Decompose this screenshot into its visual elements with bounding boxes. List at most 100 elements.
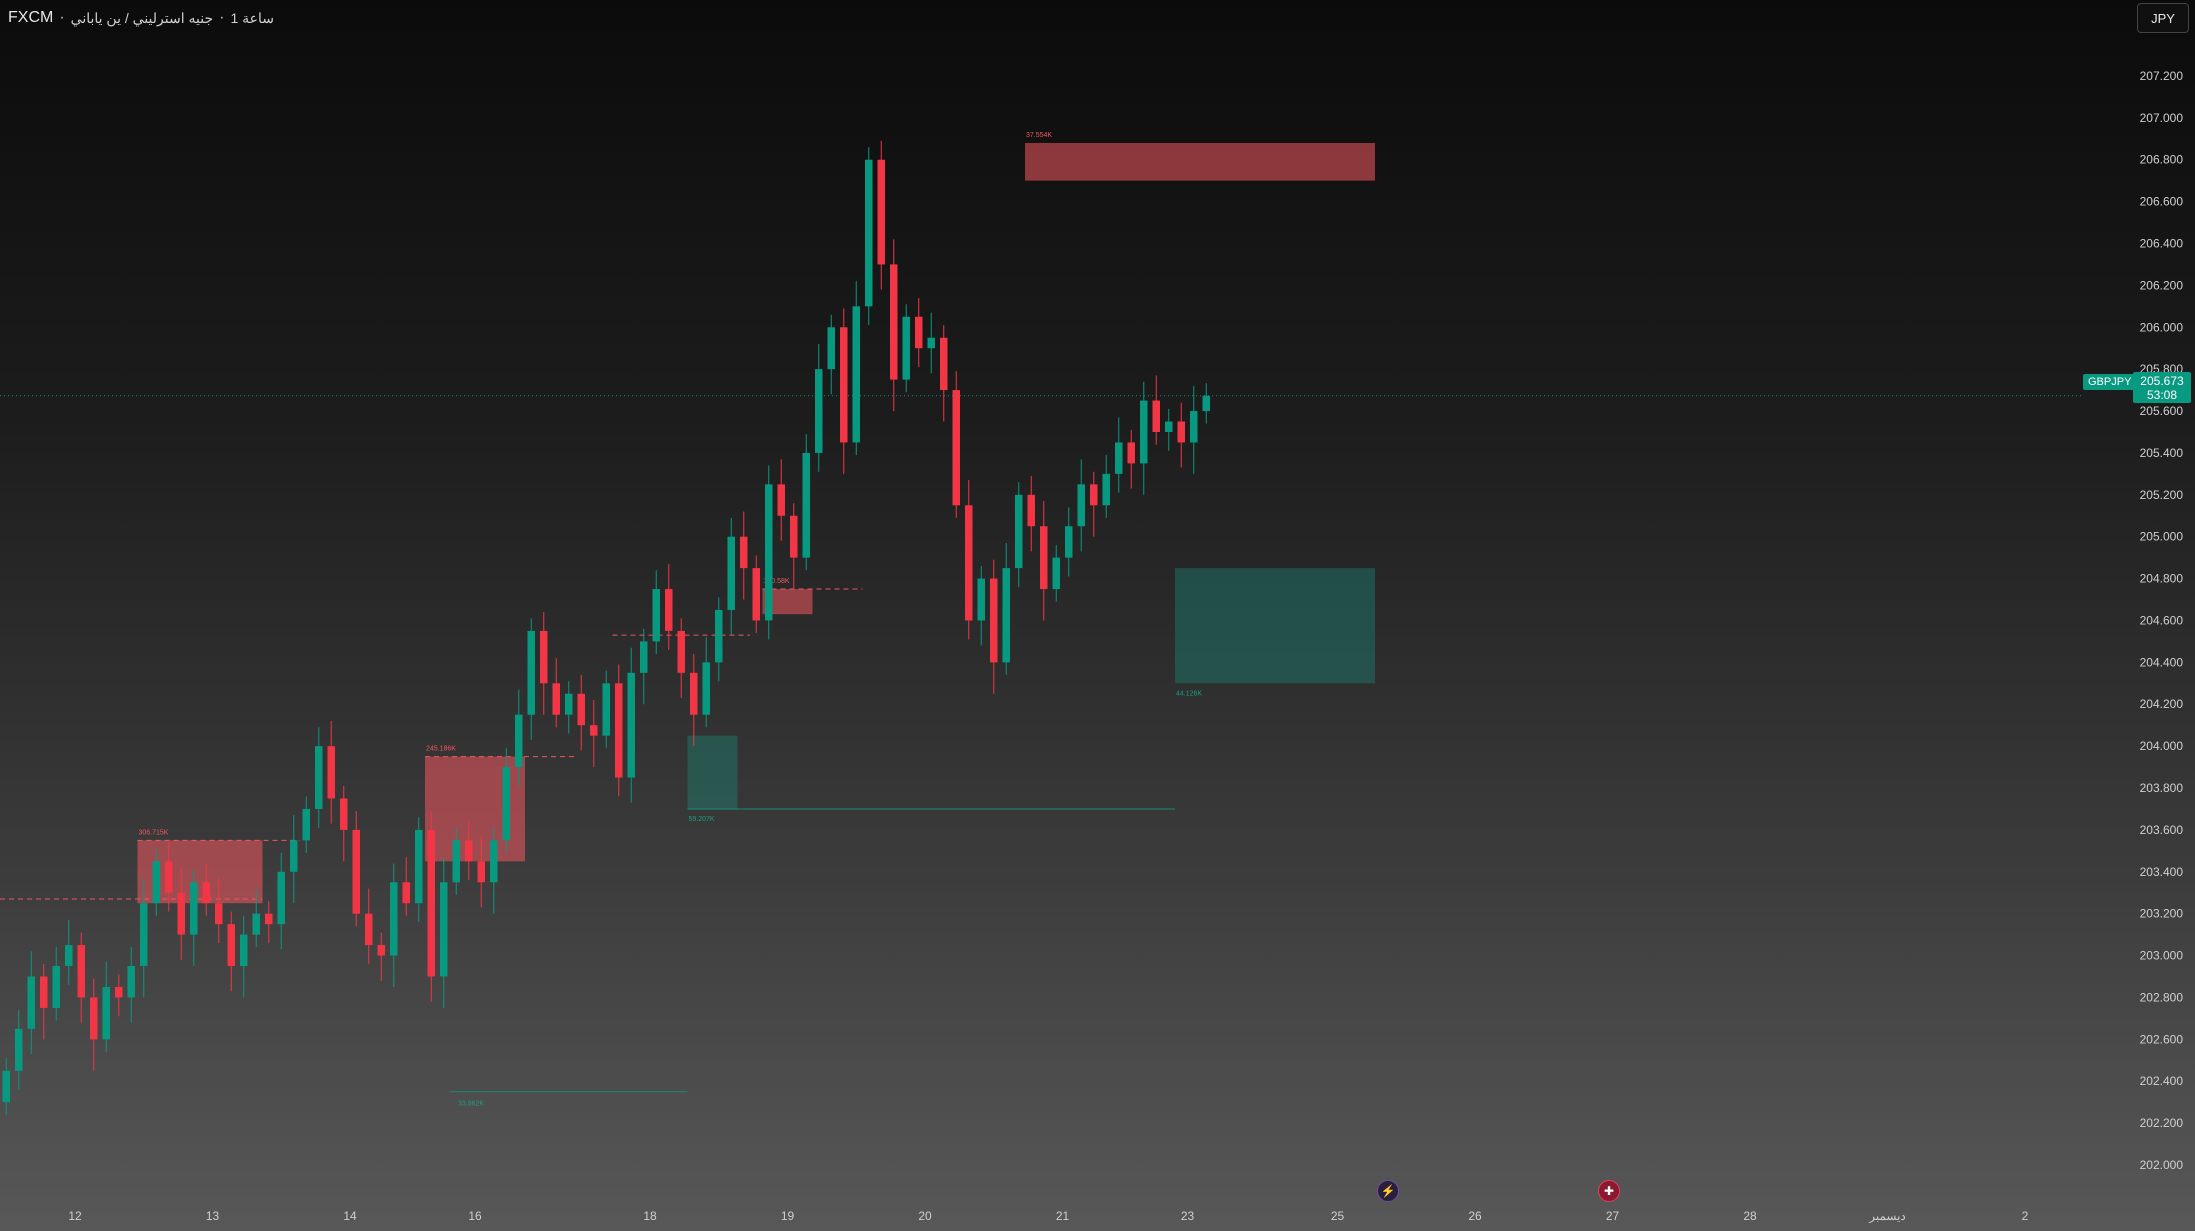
candle-body bbox=[965, 505, 973, 621]
x-tick-label: 25 bbox=[1331, 1209, 1345, 1223]
candle-body bbox=[1177, 421, 1185, 443]
supply-zone-label: 245.186K bbox=[426, 746, 456, 753]
x-tick-label: 26 bbox=[1468, 1209, 1482, 1223]
y-tick-label: 206.800 bbox=[2140, 153, 2184, 167]
x-tick-label: 12 bbox=[68, 1209, 82, 1223]
candle-body bbox=[1015, 494, 1023, 569]
candle-body bbox=[590, 725, 598, 736]
y-tick-label: 203.800 bbox=[2140, 781, 2184, 795]
candle-body bbox=[302, 808, 310, 841]
x-tick-label: 16 bbox=[468, 1209, 482, 1223]
y-tick-label: 206.200 bbox=[2140, 278, 2184, 292]
y-tick-label: 205.400 bbox=[2140, 446, 2184, 460]
x-tick-label: 23 bbox=[1181, 1209, 1195, 1223]
demand-zone-label: 59.207K bbox=[689, 816, 715, 823]
candle-body bbox=[1165, 421, 1173, 432]
demand-zone-label: 44.126K bbox=[1176, 690, 1202, 697]
candle-body bbox=[927, 337, 935, 349]
y-tick-label: 206.000 bbox=[2140, 320, 2184, 334]
candle-body bbox=[752, 568, 760, 621]
candle-body bbox=[952, 390, 960, 506]
candle-body bbox=[677, 630, 685, 673]
candle-body bbox=[690, 672, 698, 715]
candle-body bbox=[77, 945, 85, 998]
candle-body bbox=[1190, 411, 1198, 443]
candle-body bbox=[102, 986, 110, 1040]
candle-body bbox=[540, 630, 548, 684]
candle-body bbox=[1065, 526, 1073, 558]
candle-body bbox=[865, 159, 873, 307]
symbol-price-tag: GBPJPY bbox=[2083, 374, 2137, 390]
candle-body bbox=[240, 934, 248, 967]
candle-body bbox=[765, 484, 773, 621]
candle-body bbox=[990, 578, 998, 663]
candle-body bbox=[827, 327, 835, 370]
y-tick-label: 205.000 bbox=[2140, 530, 2184, 544]
y-tick-label: 204.000 bbox=[2140, 739, 2184, 753]
candle-body bbox=[1102, 473, 1110, 506]
x-tick-label: 21 bbox=[1056, 1209, 1070, 1223]
candle-body bbox=[790, 515, 798, 558]
symbol-title[interactable]: FXCM · جنيه استرليني / ين ياباني · 1 ساع… bbox=[8, 9, 274, 27]
title-separator-2: · bbox=[219, 9, 225, 26]
candle-body bbox=[552, 683, 560, 715]
candle-body bbox=[727, 536, 735, 610]
y-tick-label: 204.800 bbox=[2140, 572, 2184, 586]
title-separator: · bbox=[59, 9, 65, 26]
x-tick-label: 13 bbox=[206, 1209, 220, 1223]
currency-button[interactable]: JPY bbox=[2137, 3, 2189, 33]
candle-body bbox=[415, 829, 423, 904]
candle-body bbox=[740, 536, 748, 569]
last-price-tag: 205.673 53:08 bbox=[2133, 372, 2191, 403]
bar-countdown: 53:08 bbox=[2146, 387, 2178, 402]
candle-body bbox=[1027, 494, 1035, 527]
candle-body bbox=[15, 1028, 23, 1071]
y-tick-label: 207.000 bbox=[2140, 111, 2184, 125]
candle-body bbox=[352, 829, 360, 914]
candle-body bbox=[365, 913, 373, 946]
candle-body bbox=[452, 840, 460, 883]
candle-body bbox=[165, 861, 173, 893]
candle-body bbox=[252, 913, 260, 935]
y-tick-label: 204.400 bbox=[2140, 655, 2184, 669]
y-tick-label: 202.400 bbox=[2140, 1074, 2184, 1088]
candle-body bbox=[227, 924, 235, 967]
candle-body bbox=[565, 693, 573, 715]
candle-body bbox=[52, 966, 60, 1008]
supply-zone-label: 37.554K bbox=[1026, 132, 1052, 139]
candle-body bbox=[640, 641, 648, 673]
y-tick-label: 203.200 bbox=[2140, 907, 2184, 921]
supply-zone bbox=[1025, 142, 1375, 181]
uk-flag-icon[interactable]: ✚ bbox=[1598, 1180, 1620, 1202]
demand-low-label: 33.962K bbox=[458, 1101, 484, 1108]
candle-body bbox=[215, 903, 223, 925]
lightning-icon[interactable]: ⚡ bbox=[1377, 1180, 1399, 1202]
y-tick-label: 204.200 bbox=[2140, 697, 2184, 711]
y-tick-label: 205.200 bbox=[2140, 488, 2184, 502]
candle-body bbox=[490, 840, 498, 883]
candle-body bbox=[40, 976, 48, 1008]
candle-body bbox=[1040, 526, 1048, 590]
last-price-value: 205.673 bbox=[2140, 373, 2184, 388]
demand-zone bbox=[1175, 568, 1375, 684]
x-tick-label: ديسمبر bbox=[1868, 1209, 1906, 1223]
candle-body bbox=[715, 610, 723, 663]
candle-body bbox=[427, 829, 435, 977]
y-tick-label: 203.000 bbox=[2140, 949, 2184, 963]
x-tick-label: 18 bbox=[643, 1209, 657, 1223]
y-tick-label: 202.600 bbox=[2140, 1032, 2184, 1046]
candle-body bbox=[815, 369, 823, 453]
candle-body bbox=[390, 882, 398, 956]
candle-body bbox=[377, 945, 385, 956]
candle-body bbox=[277, 871, 285, 925]
x-tick-label: 14 bbox=[343, 1209, 357, 1223]
candle-body bbox=[1052, 557, 1060, 590]
candle-body bbox=[915, 316, 923, 349]
symbol-name: جنيه استرليني / ين ياباني bbox=[70, 9, 214, 26]
x-tick-label: 20 bbox=[918, 1209, 932, 1223]
candle-body bbox=[152, 861, 160, 904]
candle-body bbox=[890, 264, 898, 380]
y-tick-label: 202.800 bbox=[2140, 990, 2184, 1004]
candle-body bbox=[27, 976, 35, 1029]
